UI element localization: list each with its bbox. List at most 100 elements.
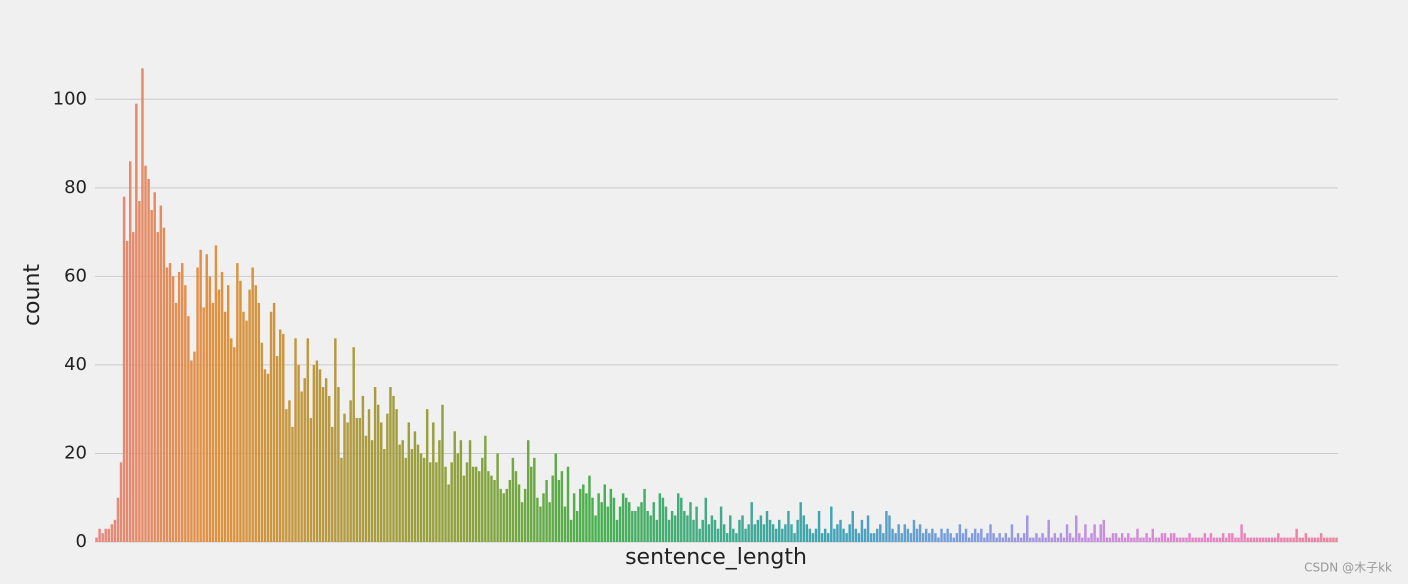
bar [282, 333, 285, 542]
bar [854, 528, 858, 542]
bar [1087, 537, 1090, 542]
bar [128, 161, 132, 542]
bar [698, 528, 701, 542]
bar [520, 502, 524, 542]
bar [233, 347, 236, 542]
bar [1215, 537, 1219, 542]
bar [1004, 533, 1008, 542]
bar [1047, 519, 1050, 542]
bar [539, 506, 542, 542]
bar [502, 493, 505, 542]
bar [1035, 533, 1038, 542]
bar [453, 431, 456, 542]
bar [582, 484, 585, 542]
bar [223, 311, 227, 542]
bar [410, 449, 414, 542]
bar [943, 533, 946, 542]
bar [1013, 537, 1017, 542]
bar [1289, 537, 1292, 542]
bar [327, 395, 331, 542]
bar [1264, 537, 1268, 542]
bar [738, 519, 741, 542]
bar [1068, 533, 1072, 542]
bar [1277, 533, 1280, 542]
bar [358, 418, 362, 542]
bar [1335, 537, 1338, 542]
bar [132, 232, 135, 542]
bar [796, 519, 799, 542]
bar [719, 506, 723, 542]
bar [422, 457, 426, 542]
bar [799, 502, 802, 542]
bar [508, 480, 512, 542]
bar [1096, 537, 1099, 542]
bar [814, 528, 818, 542]
bar [1185, 537, 1188, 542]
bar [162, 227, 166, 542]
bar [575, 511, 579, 542]
bar [517, 484, 521, 542]
bar [386, 413, 389, 542]
bar [992, 533, 995, 542]
bar [1136, 528, 1139, 542]
bar [1182, 537, 1185, 542]
bar [523, 488, 527, 542]
bar [741, 515, 744, 542]
bar [248, 289, 251, 542]
bar [563, 506, 567, 542]
bar [756, 519, 760, 542]
y-axis-label: count [20, 264, 45, 326]
bar [168, 263, 172, 542]
bar [361, 395, 365, 542]
bar [107, 528, 111, 542]
bar [683, 511, 686, 542]
bar [459, 440, 463, 542]
bar [928, 533, 931, 542]
bar [373, 387, 377, 542]
bar [1108, 537, 1112, 542]
bar [842, 528, 845, 542]
bar [376, 404, 380, 542]
bar [1016, 533, 1020, 542]
bar [110, 524, 114, 542]
bar [171, 276, 175, 542]
bar [484, 435, 487, 542]
bar [585, 493, 588, 542]
bar [1130, 537, 1133, 542]
bar [686, 515, 689, 542]
bar [1261, 537, 1265, 542]
bar [1225, 537, 1228, 542]
bar [1065, 524, 1069, 542]
bar [474, 466, 478, 542]
bar [343, 413, 346, 542]
bar [1313, 537, 1317, 542]
bar [367, 409, 371, 542]
bar [1212, 537, 1216, 542]
bar [713, 519, 717, 542]
bar [940, 528, 943, 542]
bar [998, 533, 1001, 542]
bar [1160, 533, 1164, 542]
bar [995, 537, 998, 542]
bar [1001, 537, 1004, 542]
bar [331, 426, 334, 542]
bar [1310, 537, 1314, 542]
bar [566, 466, 570, 542]
bar [836, 524, 839, 542]
bar [545, 480, 548, 542]
bar [885, 511, 888, 542]
bar [1200, 537, 1203, 542]
bar [1044, 537, 1047, 542]
bar [291, 426, 294, 542]
bar [781, 528, 784, 542]
bar [655, 519, 659, 542]
bar [346, 422, 349, 542]
bar [673, 515, 677, 542]
bar [1176, 537, 1179, 542]
bar [845, 533, 848, 542]
bar [1209, 533, 1213, 542]
bar [272, 302, 276, 542]
bar [646, 511, 649, 542]
